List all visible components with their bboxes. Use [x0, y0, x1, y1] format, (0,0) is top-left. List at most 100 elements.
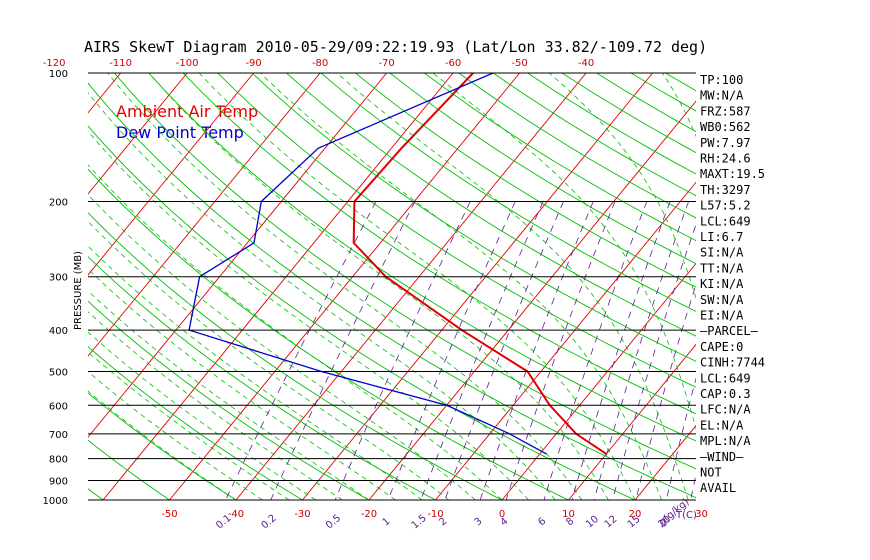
moist-adiabat-line	[88, 130, 529, 500]
isotherm-line	[169, 73, 520, 500]
mixing-ratio-label: 4	[499, 516, 511, 529]
moist-adiabat-line	[88, 220, 450, 500]
mixing-ratio-label: 1.5	[410, 513, 429, 532]
stat-label: SW:N/A	[700, 293, 744, 307]
dry-adiabat-line	[286, 73, 696, 337]
isotherm-line	[435, 181, 696, 500]
pressure-tick-label: 300	[49, 273, 68, 284]
isotherm-line	[88, 73, 188, 195]
bottom-temp-tick-label: -30	[294, 509, 310, 520]
isotherm-line	[768, 73, 870, 500]
top-temp-tick-label: -60	[445, 58, 461, 69]
isotherm-line	[634, 424, 696, 500]
isotherm-line	[0, 73, 54, 500]
mixing-ratio-line	[225, 201, 377, 500]
dry-adiabat-line	[148, 73, 696, 442]
dry-adiabat-line	[88, 168, 569, 500]
y-axis-label: PRESSURE (MB)	[73, 251, 84, 330]
mixing-ratio-label: 12	[603, 514, 620, 531]
dry-adiabat-line	[320, 73, 696, 312]
pressure-tick-label: 200	[49, 198, 68, 209]
stat-label: TT:N/A	[700, 261, 744, 275]
pressure-tick-label: 500	[49, 367, 68, 378]
stat-label: EL:N/A	[700, 418, 744, 432]
bottom-temp-tick-label: -50	[161, 509, 177, 520]
stat-label: RH:24.6	[700, 152, 751, 166]
dry-adiabat-line	[88, 212, 503, 500]
pressure-tick-label: 900	[49, 476, 68, 487]
mixing-ratio-line	[543, 201, 648, 500]
pressure-tick-label: 1000	[43, 496, 68, 507]
isotherm-line	[88, 73, 321, 357]
dry-adiabat-line	[88, 439, 170, 500]
stat-label: LCL:649	[700, 371, 751, 385]
dry-adiabat-line	[355, 73, 696, 288]
mixing-ratio-label: 1	[381, 516, 393, 529]
mixing-ratio-label: 3	[473, 516, 485, 529]
mixing-ratio-label: 0.5	[324, 513, 343, 532]
dry-adiabat-line	[492, 73, 696, 197]
dry-adiabat-line	[88, 300, 370, 500]
mixing-ratio-label: 0.2	[259, 513, 278, 532]
dry-adiabat-line	[182, 73, 696, 415]
stat-label: WB0:562	[700, 120, 751, 134]
pressure-tick-label: 100	[49, 69, 68, 80]
x-axis-unit-label: T(C)	[675, 510, 697, 521]
dry-adiabat-line	[113, 73, 696, 470]
pressure-tick-label: 600	[49, 401, 68, 412]
dry-adiabat-line	[88, 392, 237, 500]
stat-label: CAP:0.3	[700, 387, 751, 401]
top-temp-tick-label: -110	[109, 58, 132, 69]
top-temp-tick-label: -40	[578, 58, 594, 69]
dry-adiabat-line	[458, 73, 696, 219]
stat-label: —PARCEL—	[700, 324, 759, 338]
legend-dew-point-temp: Dew Point Temp	[116, 123, 244, 142]
isotherm-line	[88, 73, 254, 276]
moist-adiabat-line	[260, 73, 662, 500]
stat-label: LI:6.7	[700, 230, 743, 244]
moist-adiabat-line	[432, 73, 696, 430]
moist-adiabat-line	[148, 73, 609, 500]
bottom-temp-tick-label: -40	[228, 509, 244, 520]
moist-adiabat-line	[548, 73, 696, 300]
top-temp-tick-label: -50	[511, 58, 527, 69]
dry-adiabat-line	[389, 73, 696, 265]
isotherm-line	[568, 343, 696, 500]
pressure-tick-label: 800	[49, 455, 68, 466]
moist-adiabat-line	[747, 73, 795, 500]
stat-label: MAXT:19.5	[700, 167, 765, 181]
bottom-temp-tick-label: 10	[562, 509, 575, 520]
stat-label: CAPE:0	[700, 340, 743, 354]
stat-label: TP:100	[700, 73, 743, 87]
isotherm-line	[235, 73, 587, 500]
isotherm-line	[368, 100, 696, 500]
stat-label: —WIND—	[700, 450, 744, 464]
mixing-ratio-label: 10	[584, 514, 601, 531]
bottom-temp-tick-label: -20	[361, 509, 377, 520]
chart-title: AIRS SkewT Diagram 2010-05-29/09:22:19.9…	[84, 38, 707, 56]
moist-adiabat-line	[88, 351, 290, 500]
stat-label: EI:N/A	[700, 309, 744, 323]
stat-label: MPL:N/A	[700, 434, 751, 448]
stat-label: LCL:649	[700, 214, 751, 228]
dry-adiabat-line	[665, 73, 696, 92]
stat-label: KI:N/A	[700, 277, 744, 291]
stat-label: CINH:7744	[700, 356, 765, 370]
stat-label: TH:3297	[700, 183, 751, 197]
dry-adiabat-line	[88, 256, 436, 500]
bottom-temp-tick-label: 30	[695, 509, 708, 520]
dry-adiabat-line	[88, 346, 303, 500]
dry-adiabat-line	[734, 73, 870, 500]
stat-label: L57:5.2	[700, 199, 751, 213]
moist-adiabat-line	[88, 311, 343, 500]
pressure-tick-label: 700	[49, 430, 68, 441]
stat-label: LFC:N/A	[700, 403, 751, 417]
top-temp-tick-label: -80	[312, 58, 328, 69]
top-temp-tick-label: -70	[378, 58, 394, 69]
mixing-ratio-line	[479, 201, 594, 500]
stat-label: FRZ:587	[700, 104, 751, 118]
ambient-air-temp-line	[352, 73, 607, 455]
mixing-ratio-line	[571, 201, 671, 500]
dry-adiabat-line	[88, 125, 636, 500]
